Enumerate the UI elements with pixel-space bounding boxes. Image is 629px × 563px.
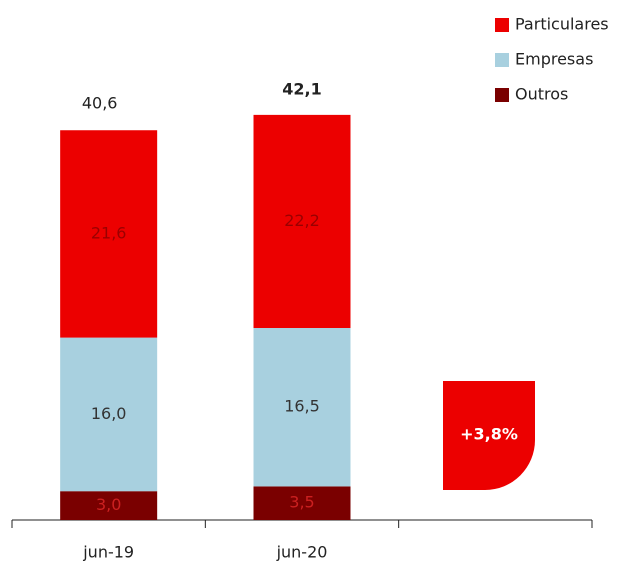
value-label: 3,0 <box>96 495 121 514</box>
bar-segment <box>253 486 351 520</box>
value-label: 3,5 <box>289 493 314 512</box>
growth-badge <box>443 381 535 490</box>
bar-segment <box>60 130 158 338</box>
bar-segment <box>253 328 351 487</box>
total-label: 42,1 <box>282 79 321 98</box>
growth-label: +3,8% <box>460 425 518 444</box>
bar-segment <box>60 337 158 492</box>
value-label: 21,6 <box>91 223 127 242</box>
total-label: 40,6 <box>82 94 118 113</box>
legend-swatch <box>495 18 509 32</box>
legend-label: Particulares <box>515 15 609 34</box>
bar-segment <box>253 114 351 328</box>
value-label: 22,2 <box>284 211 320 230</box>
value-label: 16,0 <box>91 404 127 423</box>
legend-label: Outros <box>515 85 568 104</box>
legend-label: Empresas <box>515 50 593 69</box>
x-tick-label: jun-20 <box>276 543 328 562</box>
legend-swatch <box>495 53 509 67</box>
value-label: 16,5 <box>284 397 320 416</box>
bar-segment <box>60 491 158 520</box>
x-tick-label: jun-19 <box>82 543 134 562</box>
legend-swatch <box>495 88 509 102</box>
